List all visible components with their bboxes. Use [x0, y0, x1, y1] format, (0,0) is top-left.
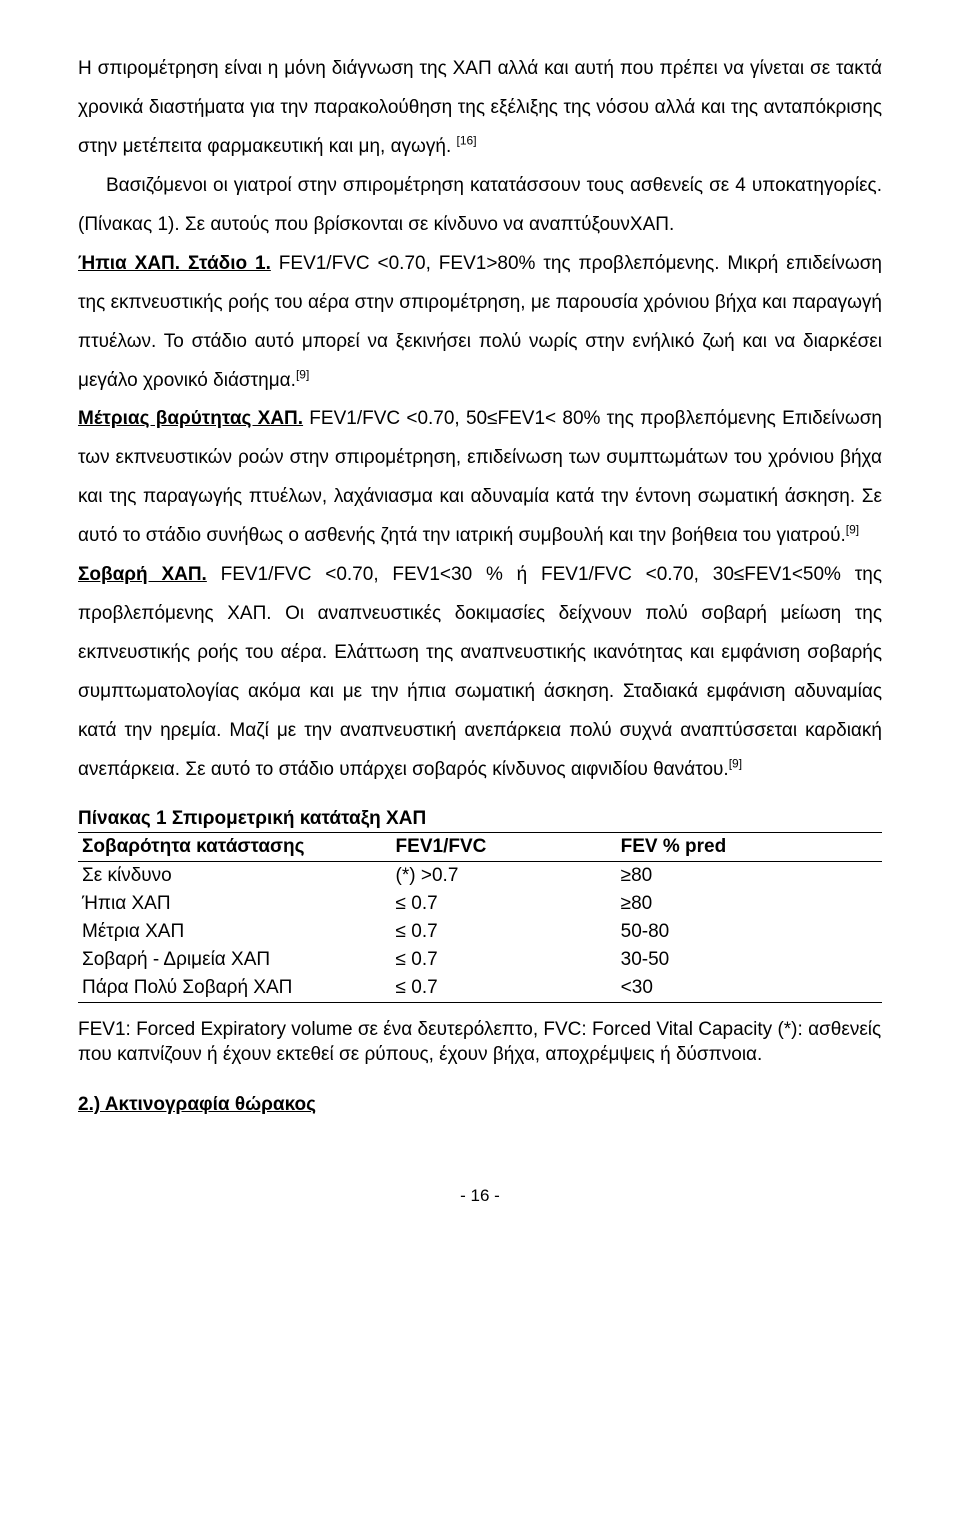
paragraph-intro-b: Βασιζόμενοι οι γιατροί στην σπιρομέτρηση…	[78, 167, 882, 245]
paragraph-severe: Σοβαρή ΧΑΠ. FEV1/FVC <0.70, FEV1<30 % ή …	[78, 556, 882, 790]
paragraph-mild: Ήπια ΧΑΠ. Στάδιο 1. FEV1/FVC <0.70, FEV1…	[78, 245, 882, 401]
cell: Μέτρια ΧΑΠ	[78, 918, 392, 946]
ref-9c: [9]	[729, 757, 742, 771]
table-row: Σοβαρή - Δριμεία ΧΑΠ ≤ 0.7 30-50	[78, 946, 882, 974]
cell: ≥80	[617, 890, 882, 918]
spirometry-table: Σοβαρότητα κατάστασης FEV1/FVC FEV % pre…	[78, 832, 882, 1003]
cell: ≥80	[617, 861, 882, 890]
ref-16: [16]	[457, 134, 477, 148]
table-row: Μέτρια ΧΑΠ ≤ 0.7 50-80	[78, 918, 882, 946]
cell: <30	[617, 974, 882, 1003]
section-2-heading: 2.) Ακτινογραφία θώρακος	[78, 1094, 882, 1116]
cell: 30-50	[617, 946, 882, 974]
cell: ≤ 0.7	[392, 890, 617, 918]
para1-a: Η σπιρομέτρηση είναι η μόνη διάγνωση της…	[78, 58, 882, 157]
table-title: Πίνακας 1 Σπιρομετρική κατάταξη ΧΑΠ	[78, 808, 882, 830]
mild-lead: Ήπια ΧΑΠ. Στάδιο 1.	[78, 253, 271, 274]
table-1: Πίνακας 1 Σπιρομετρική κατάταξη ΧΑΠ Σοβα…	[78, 808, 882, 1003]
table-row: Πάρα Πολύ Σοβαρή ΧΑΠ ≤ 0.7 <30	[78, 974, 882, 1003]
table-header-row: Σοβαρότητα κατάστασης FEV1/FVC FEV % pre…	[78, 832, 882, 861]
paragraph-moderate: Μέτριας βαρύτητας ΧΑΠ. FEV1/FVC <0.70, 5…	[78, 400, 882, 556]
cell: Πάρα Πολύ Σοβαρή ΧΑΠ	[78, 974, 392, 1003]
paragraph-intro: Η σπιρομέτρηση είναι η μόνη διάγνωση της…	[78, 50, 882, 167]
th-fevpred: FEV % pred	[617, 832, 882, 861]
th-severity: Σοβαρότητα κατάστασης	[78, 832, 392, 861]
para1-b: Βασιζόμενοι οι γιατροί στην σπιρομέτρηση…	[78, 175, 882, 235]
cell: Ήπια ΧΑΠ	[78, 890, 392, 918]
moderate-lead: Μέτριας βαρύτητας ΧΑΠ.	[78, 408, 303, 429]
cell: (*) >0.7	[392, 861, 617, 890]
cell: 50-80	[617, 918, 882, 946]
th-fev1fvc: FEV1/FVC	[392, 832, 617, 861]
severe-body: FEV1/FVC <0.70, FEV1<30 % ή FEV1/FVC <0.…	[78, 564, 882, 780]
table-row: Σε κίνδυνο (*) >0.7 ≥80	[78, 861, 882, 890]
document-page: Η σπιρομέτρηση είναι η μόνη διάγνωση της…	[0, 0, 960, 1236]
table-row: Ήπια ΧΑΠ ≤ 0.7 ≥80	[78, 890, 882, 918]
ref-9a: [9]	[296, 367, 309, 381]
cell: ≤ 0.7	[392, 946, 617, 974]
cell: ≤ 0.7	[392, 974, 617, 1003]
severe-lead: Σοβαρή ΧΑΠ.	[78, 564, 207, 585]
table-footnote: FEV1: Forced Expiratory volume σε ένα δε…	[78, 1017, 882, 1068]
cell: ≤ 0.7	[392, 918, 617, 946]
cell: Σοβαρή - Δριμεία ΧΑΠ	[78, 946, 392, 974]
page-number: - 16 -	[78, 1186, 882, 1206]
cell: Σε κίνδυνο	[78, 861, 392, 890]
ref-9b: [9]	[846, 523, 859, 537]
